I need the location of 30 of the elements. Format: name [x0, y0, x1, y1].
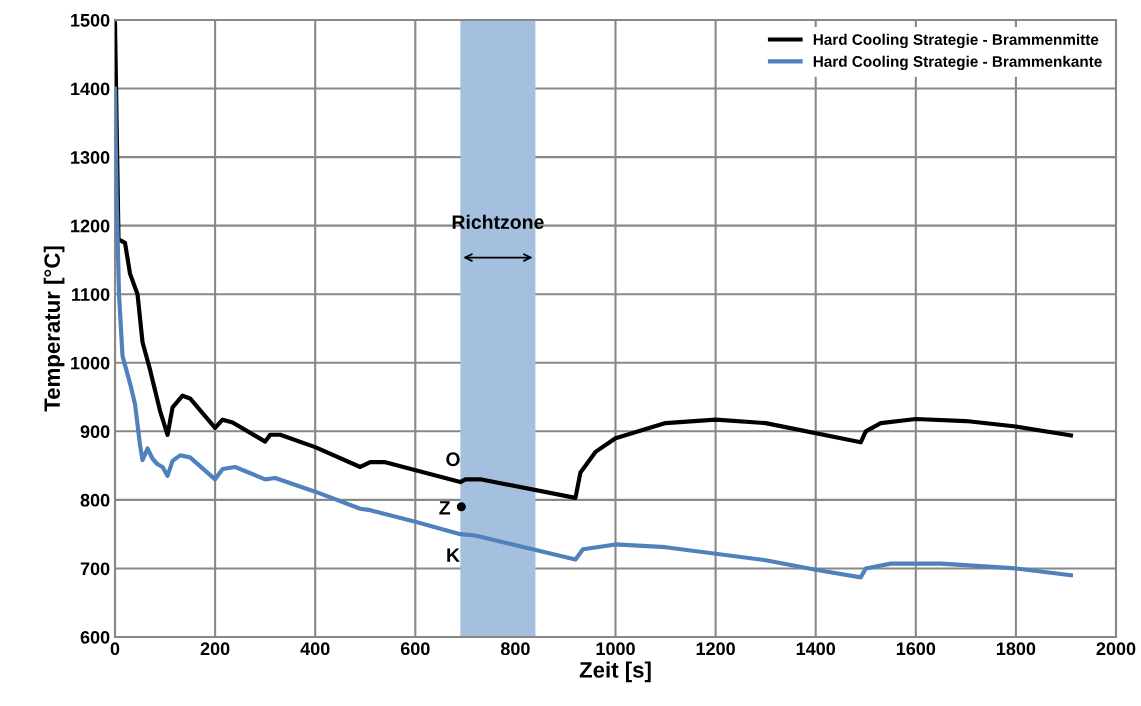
x-tick-label: 200 — [200, 642, 230, 656]
x-tick-label: 800 — [500, 642, 530, 656]
x-axis-title: Zeit [s] — [579, 661, 651, 683]
annotation: Z — [439, 501, 451, 515]
x-tick-label: 600 — [400, 642, 430, 656]
x-tick-label: 1000 — [596, 642, 635, 656]
y-tick-label: 1100 — [72, 288, 110, 301]
annotation: K — [447, 548, 460, 562]
y-tick-label: 800 — [80, 493, 110, 507]
line-series — [115, 86, 1074, 580]
x-tick-label: 400 — [300, 642, 330, 656]
y-axis-title: Temperatur [°C] — [43, 246, 65, 412]
x-tick-label: 1600 — [896, 642, 936, 656]
y-tick-label: 1200 — [71, 219, 110, 233]
annotation: O — [446, 452, 460, 467]
y-tick-label: 1300 — [71, 151, 110, 164]
x-tick-label: 1800 — [996, 642, 1036, 656]
y-tick-label: 600 — [80, 630, 110, 644]
y-tick-label: 1400 — [71, 82, 110, 96]
x-tick-label: 0 — [110, 642, 120, 656]
x-tick-label: 1200 — [696, 642, 735, 656]
x-tick-label: 2000 — [1096, 642, 1136, 656]
y-tick-label: 1000 — [71, 356, 110, 370]
y-tick-label: 700 — [80, 562, 110, 576]
y-tick-label: 900 — [80, 425, 110, 439]
x-tick-label: 1400 — [796, 642, 836, 656]
y-tick-label: 1500 — [71, 13, 110, 27]
legend-label: Hard Cooling Strategie - Brammenkante — [813, 55, 1102, 71]
annotation: Richtzone — [452, 214, 544, 230]
legend-label: Hard Cooling Strategie - Brammenmitte — [813, 33, 1099, 49]
